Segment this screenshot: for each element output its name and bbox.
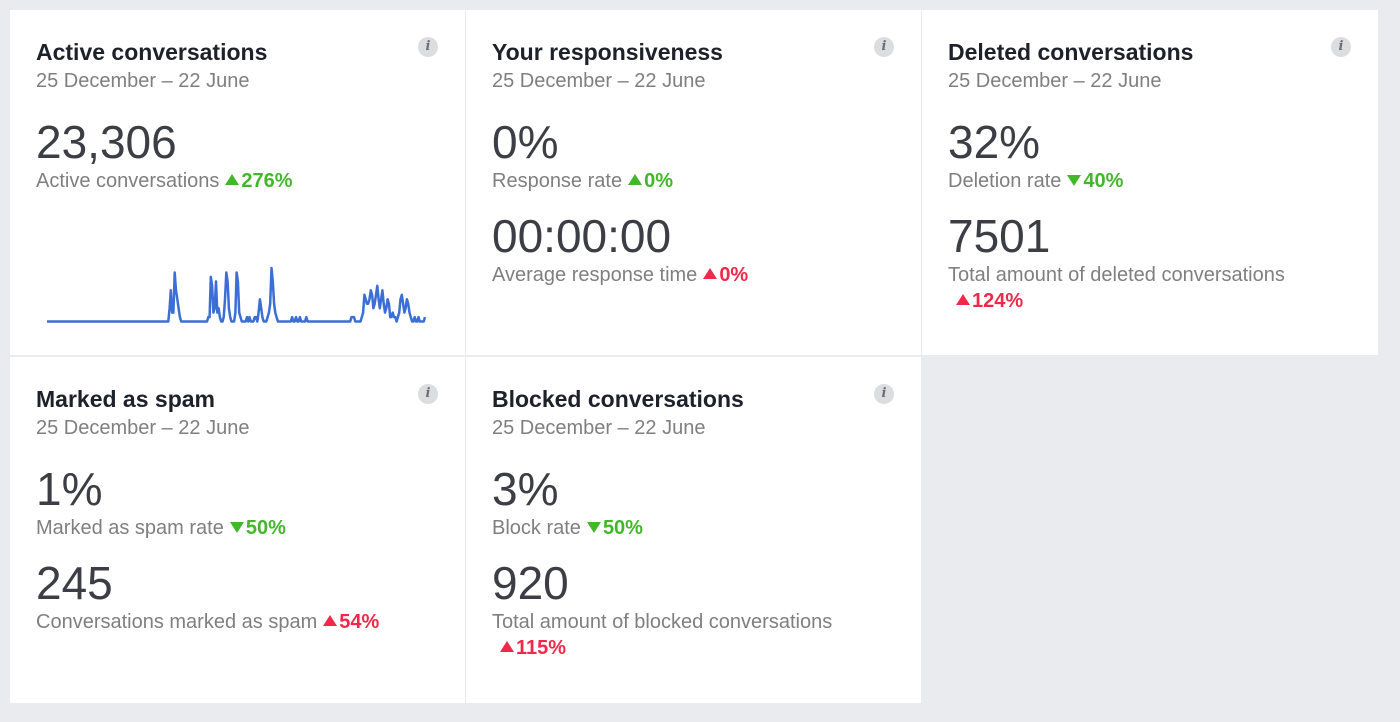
arrow-down-icon xyxy=(586,522,601,534)
metric-value: 32% xyxy=(948,116,1041,168)
metric-label: Conversations marked as spam 54% xyxy=(36,610,439,634)
metric-value: 23,306 xyxy=(36,116,177,168)
metric-label-text: Total amount of blocked conversations xyxy=(492,611,833,633)
metric-label: Average response time 0% xyxy=(492,263,895,287)
change-indicator: 50% xyxy=(224,517,286,539)
arrow-down-icon xyxy=(1067,175,1082,187)
change-value: 0% xyxy=(719,264,749,286)
change-indicator: 54% xyxy=(317,611,379,633)
metric-label: Deletion rate 40% xyxy=(948,169,1352,193)
card-title: Blocked conversations xyxy=(492,386,744,412)
card-title: Your responsiveness xyxy=(492,39,723,65)
metric-label: Marked as spam rate 50% xyxy=(36,516,439,540)
metric-label: Block rate 50% xyxy=(492,516,895,540)
date-range: 25 December – 22 June xyxy=(492,70,706,92)
metric-value: 3% xyxy=(492,463,559,515)
change-indicator: 40% xyxy=(1061,170,1123,192)
metric-value: 7501 xyxy=(948,210,1051,262)
change-value: 54% xyxy=(339,611,380,633)
card-title: Active conversations xyxy=(36,39,268,65)
metric-label-text: Response rate xyxy=(492,170,623,192)
metric-label-text: Conversations marked as spam xyxy=(36,611,318,633)
card-blocked-conversations: Blocked conversations 25 December – 22 J… xyxy=(466,357,921,703)
change-indicator: 50% xyxy=(581,517,643,539)
date-range: 25 December – 22 June xyxy=(36,417,250,439)
date-range: 25 December – 22 June xyxy=(492,417,706,439)
metric-label-text: Block rate xyxy=(492,517,581,539)
card-title: Marked as spam xyxy=(36,386,215,412)
date-range: 25 December – 22 June xyxy=(948,70,1162,92)
arrow-up-icon xyxy=(703,268,718,280)
change-indicator: 124% xyxy=(948,289,1352,315)
metric-value: 245 xyxy=(36,557,113,609)
metric-label: Response rate 0% xyxy=(492,169,895,193)
metric-label-text: Total amount of deleted conversations xyxy=(948,264,1285,286)
metric-label-text: Active conversations xyxy=(36,170,220,192)
metric-label-text: Marked as spam rate xyxy=(36,517,224,539)
metric-value: 920 xyxy=(492,557,569,609)
card-title: Deleted conversations xyxy=(948,39,1194,65)
info-icon[interactable]: i xyxy=(1331,37,1351,57)
date-range: 25 December – 22 June xyxy=(36,70,250,92)
card-active-conversations: Active conversations 25 December – 22 Ju… xyxy=(10,10,465,355)
metric-label: Active conversations 276% xyxy=(36,169,439,193)
change-indicator: 115% xyxy=(492,636,895,662)
arrow-up-icon xyxy=(323,615,338,627)
change-value: 124% xyxy=(972,290,1024,312)
arrow-up-icon xyxy=(956,294,970,306)
arrow-up-icon xyxy=(500,641,514,653)
change-value: 50% xyxy=(245,517,286,539)
card-deleted-conversations: Deleted conversations 25 December – 22 J… xyxy=(922,10,1378,355)
info-icon[interactable]: i xyxy=(874,37,894,57)
change-indicator: 0% xyxy=(697,264,748,286)
sparkline-chart xyxy=(47,266,427,323)
metric-value: 00:00:00 xyxy=(492,210,672,262)
arrow-up-icon xyxy=(225,174,240,186)
metric-label-text: Deletion rate xyxy=(948,170,1062,192)
change-indicator: 0% xyxy=(622,170,673,192)
info-icon[interactable]: i xyxy=(874,384,894,404)
metric-label-text: Average response time xyxy=(492,264,698,286)
change-value: 115% xyxy=(516,637,567,659)
metric-value: 0% xyxy=(492,116,559,168)
info-icon[interactable]: i xyxy=(418,37,438,57)
change-value: 40% xyxy=(1083,170,1124,192)
change-indicator: 276% xyxy=(219,170,293,192)
arrow-up-icon xyxy=(628,174,643,186)
sparkline-series-line xyxy=(47,266,427,323)
card-marked-as-spam: Marked as spam 25 December – 22 June i 1… xyxy=(10,357,465,703)
metric-value: 1% xyxy=(36,463,103,515)
change-value: 50% xyxy=(602,517,643,539)
change-value: 0% xyxy=(644,170,673,192)
info-icon[interactable]: i xyxy=(418,384,438,404)
change-value: 276% xyxy=(241,170,293,192)
card-your-responsiveness: Your responsiveness 25 December – 22 Jun… xyxy=(466,10,921,355)
arrow-down-icon xyxy=(229,522,244,534)
